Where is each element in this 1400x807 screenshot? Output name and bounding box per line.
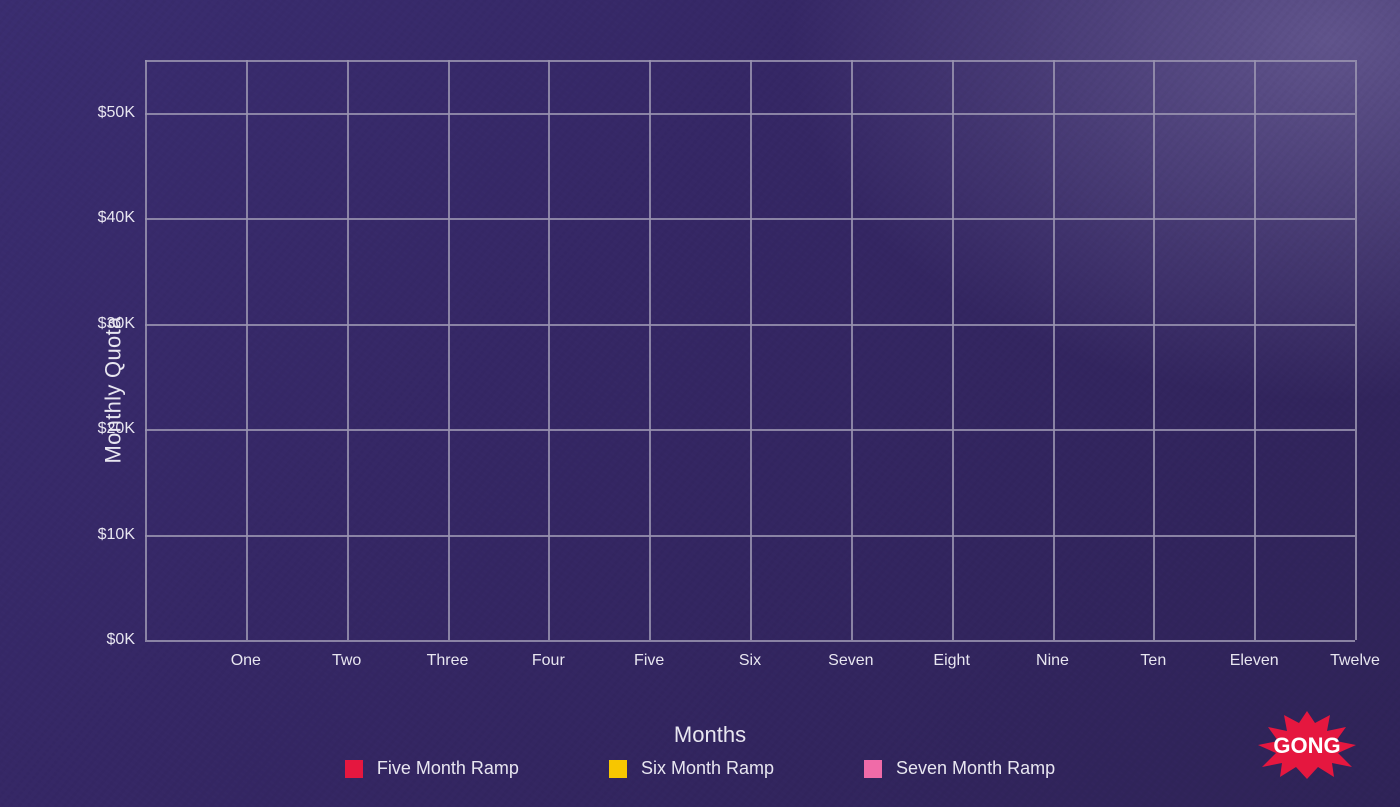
x-tick-label: Nine: [1036, 652, 1069, 670]
legend-item: Five Month Ramp: [345, 758, 519, 779]
gridline-vertical: [750, 60, 752, 640]
legend-label: Six Month Ramp: [641, 758, 774, 779]
y-tick-label: $30K: [98, 315, 135, 333]
gridline-horizontal: [145, 640, 1355, 642]
chart-container: Monthly Quota $0K$10K$20K$30K$40K$50KOne…: [50, 40, 1370, 740]
legend-item: Seven Month Ramp: [864, 758, 1055, 779]
legend: Five Month Ramp Six Month Ramp Seven Month…: [0, 758, 1400, 779]
legend-label: Seven Month Ramp: [896, 758, 1055, 779]
x-tick-label: One: [231, 652, 261, 670]
x-tick-label: Six: [739, 652, 761, 670]
legend-swatch: [609, 760, 627, 778]
plot-area: $0K$10K$20K$30K$40K$50KOneTwoThreeFourFi…: [145, 60, 1355, 640]
gridline-vertical: [1355, 60, 1357, 640]
gridline-vertical: [246, 60, 248, 640]
gridline-vertical: [448, 60, 450, 640]
gridline-vertical: [649, 60, 651, 640]
gridline-vertical: [1053, 60, 1055, 640]
legend-label: Five Month Ramp: [377, 758, 519, 779]
y-tick-label: $0K: [107, 631, 135, 649]
y-tick-label: $10K: [98, 526, 135, 544]
gridline-vertical: [952, 60, 954, 640]
gridline-vertical: [1153, 60, 1155, 640]
y-axis-title: Monthly Quota: [100, 317, 126, 464]
y-axis-line: [145, 60, 147, 640]
x-tick-label: Eight: [933, 652, 969, 670]
gridline-vertical: [851, 60, 853, 640]
y-tick-label: $50K: [98, 104, 135, 122]
y-tick-label: $40K: [98, 209, 135, 227]
legend-swatch: [864, 760, 882, 778]
x-tick-label: Ten: [1140, 652, 1166, 670]
x-axis-title: Months: [674, 722, 746, 748]
logo-text: GONG: [1273, 733, 1340, 758]
x-tick-label: Twelve: [1330, 652, 1380, 670]
x-tick-label: Three: [427, 652, 469, 670]
x-tick-label: Five: [634, 652, 664, 670]
legend-swatch: [345, 760, 363, 778]
x-tick-label: Seven: [828, 652, 873, 670]
y-tick-label: $20K: [98, 420, 135, 438]
x-tick-label: Four: [532, 652, 565, 670]
gridline-vertical: [548, 60, 550, 640]
gong-logo: GONG: [1252, 709, 1362, 779]
gridline-vertical: [1254, 60, 1256, 640]
gridline-vertical: [347, 60, 349, 640]
x-tick-label: Eleven: [1230, 652, 1279, 670]
x-tick-label: Two: [332, 652, 361, 670]
legend-item: Six Month Ramp: [609, 758, 774, 779]
